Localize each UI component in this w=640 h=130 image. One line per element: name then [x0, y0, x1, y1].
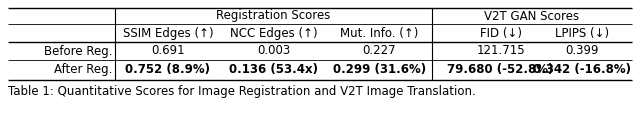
Text: 0.399: 0.399 [565, 44, 598, 57]
Text: Before Reg.: Before Reg. [44, 44, 112, 57]
Text: Mut. Info. (↑): Mut. Info. (↑) [340, 27, 419, 40]
Text: 79.680 (-52.8%): 79.680 (-52.8%) [447, 63, 554, 76]
Text: FID (↓): FID (↓) [479, 27, 522, 40]
Text: 0.003: 0.003 [257, 44, 290, 57]
Text: 0.342 (-16.8%): 0.342 (-16.8%) [532, 63, 631, 76]
Text: Registration Scores: Registration Scores [216, 9, 331, 22]
Text: V2T GAN Scores: V2T GAN Scores [484, 9, 580, 22]
Text: 0.691: 0.691 [151, 44, 185, 57]
Text: 0.299 (31.6%): 0.299 (31.6%) [333, 63, 426, 76]
Text: 0.227: 0.227 [362, 44, 396, 57]
Text: SSIM Edges (↑): SSIM Edges (↑) [122, 27, 213, 40]
Text: 0.136 (53.4x): 0.136 (53.4x) [229, 63, 318, 76]
Text: NCC Edges (↑): NCC Edges (↑) [230, 27, 317, 40]
Text: LPIPS (↓): LPIPS (↓) [555, 27, 609, 40]
Text: 121.715: 121.715 [476, 44, 525, 57]
Text: After Reg.: After Reg. [54, 63, 112, 76]
Text: Table 1: Quantitative Scores for Image Registration and V2T Image Translation.: Table 1: Quantitative Scores for Image R… [8, 86, 476, 99]
Text: 0.752 (8.9%): 0.752 (8.9%) [125, 63, 211, 76]
